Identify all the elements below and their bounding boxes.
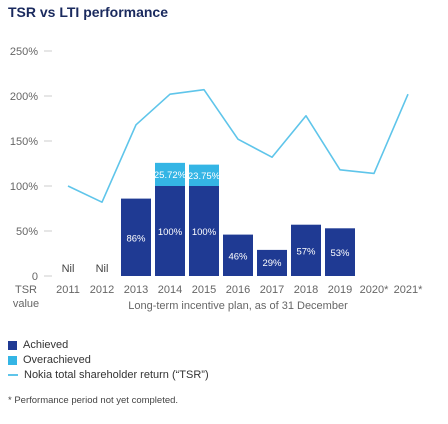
bar-overachieved-label: 25.72% — [154, 170, 187, 181]
legend-achieved: Achieved — [8, 339, 68, 351]
y-tick-label: 0 — [32, 271, 38, 283]
x-tick-label: 2019 — [328, 284, 352, 296]
bar-achieved — [121, 198, 151, 276]
bar-achieved-label: 53% — [330, 248, 350, 259]
x-tick-label: 2011 — [56, 284, 80, 296]
bar-achieved-label: 46% — [228, 251, 248, 262]
chart-title: TSR vs LTI performance — [8, 4, 169, 20]
footnote: * Performance period not yet completed. — [8, 395, 179, 406]
bar-achieved — [189, 186, 219, 276]
y-tick-label: 250% — [10, 46, 38, 58]
y-tick-label: 200% — [10, 91, 38, 103]
x-tick-label: 2017 — [260, 284, 284, 296]
bar-achieved — [291, 224, 321, 276]
x-tick-label: 2018 — [294, 284, 318, 296]
bar-overachieved — [155, 162, 185, 186]
y-axis-label-line2: value — [13, 298, 39, 310]
x-tick-label: 2013 — [124, 284, 148, 296]
x-tick-label: 2021* — [394, 284, 423, 296]
x-tick-label: 2016 — [226, 284, 250, 296]
x-tick-label: 2014 — [158, 284, 182, 296]
bar-achieved — [155, 186, 185, 276]
tsr-line-swatch — [8, 374, 18, 376]
bar-achieved-label: 100% — [192, 227, 217, 238]
x-tick-label: 2012 — [90, 284, 114, 296]
overachieved-swatch — [8, 355, 17, 365]
y-tick-label: 50% — [16, 226, 38, 238]
bar-achieved — [325, 228, 355, 276]
legend-tsr-label: Nokia total shareholder return (“TSR”) — [24, 369, 209, 381]
legend-overachieved-label: Overachieved — [23, 354, 91, 366]
chart-area: 250% 200% 150% 100% 50% 0 Nil 2011 Nil 2012 86% 201… — [10, 46, 423, 312]
legend-overachieved: Overachieved — [8, 354, 91, 366]
bar-overachieved — [189, 164, 219, 186]
achieved-swatch — [8, 340, 17, 350]
x-axis-label: Long-term incentive plan, as of 31 Decem… — [128, 300, 348, 312]
y-tick-label: 150% — [10, 136, 38, 148]
bar-nil-label: Nil — [96, 263, 109, 275]
x-tick-label: 2015 — [192, 284, 216, 296]
bar-achieved — [223, 234, 253, 276]
y-tick-label: 100% — [10, 181, 38, 193]
x-tick-label: 2020* — [360, 284, 389, 296]
bar-achieved-label: 29% — [262, 258, 282, 269]
bar-achieved — [257, 249, 287, 276]
bar-overachieved-label: 23.75% — [188, 171, 221, 182]
bar-nil-label: Nil — [62, 263, 75, 275]
tsr-line — [67, 88, 409, 203]
legend-tsr: Nokia total shareholder return (“TSR”) — [8, 369, 209, 381]
y-axis-label-line1: TSR — [15, 284, 37, 296]
bar-achieved-label: 86% — [126, 233, 146, 244]
bar-achieved-label: 57% — [296, 246, 316, 257]
legend-achieved-label: Achieved — [23, 339, 69, 351]
bar-achieved-label: 100% — [158, 227, 183, 238]
